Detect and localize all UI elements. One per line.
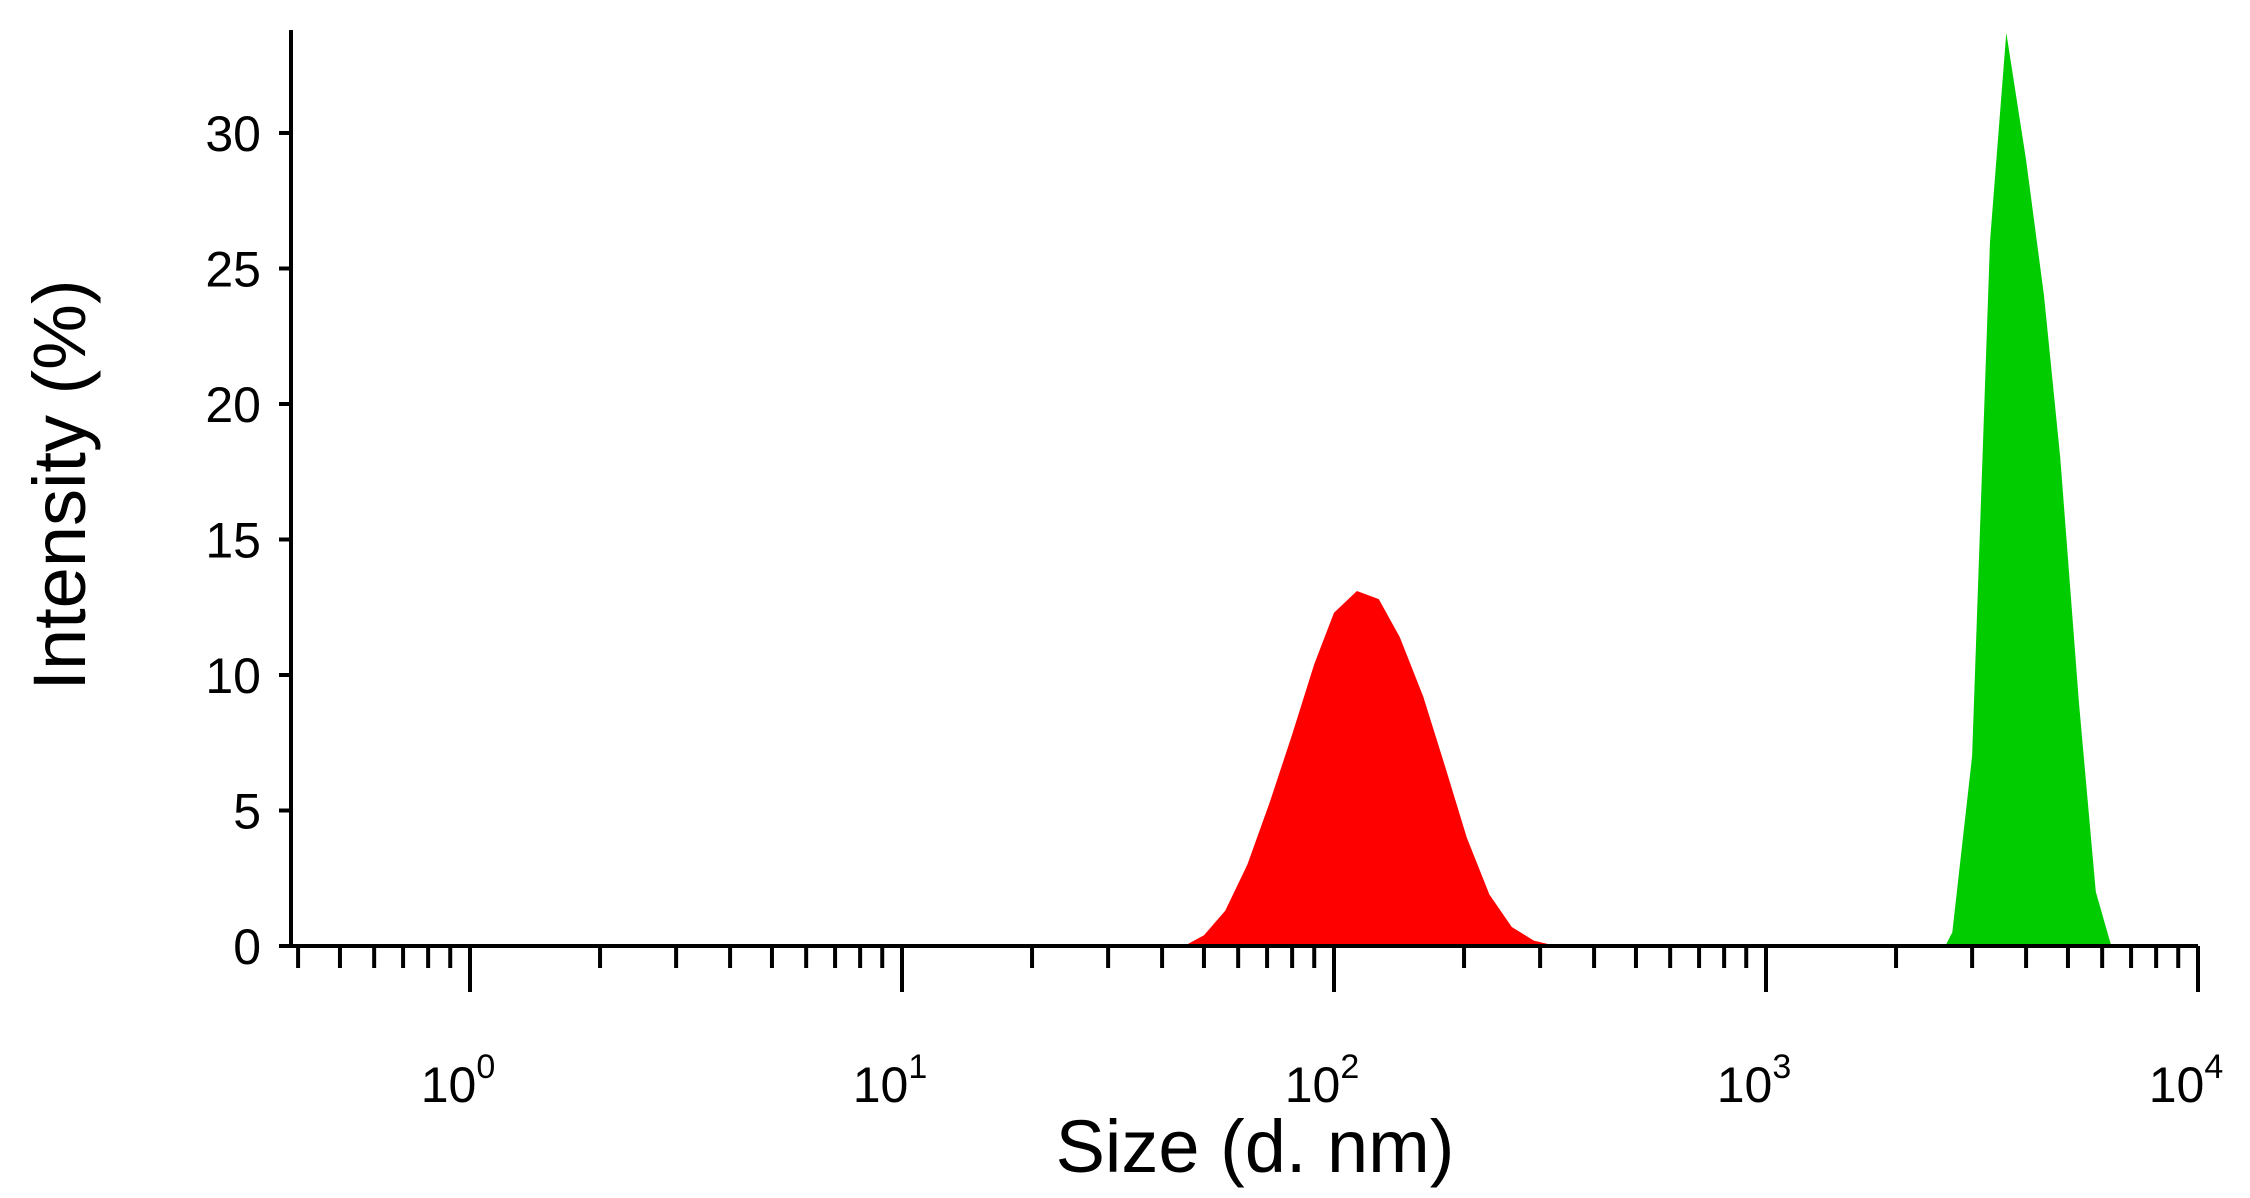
y-tick-label-20: 20 — [205, 377, 261, 433]
x-tick-label-3: 103 — [1717, 1048, 1792, 1113]
y-tick-label-10: 10 — [205, 648, 261, 704]
axes-layer — [289, 30, 2198, 948]
y-tick-label-25: 25 — [205, 241, 261, 297]
ticks-layer — [279, 130, 2200, 992]
labels-layer: 0 5 10 15 20 25 30 100 101 102 103 104 — [205, 106, 2223, 1113]
x-tick-label-0: 100 — [421, 1048, 496, 1113]
y-tick-label-15: 15 — [205, 512, 261, 568]
y-tick-label-30: 30 — [205, 106, 261, 162]
x-tick-label-2: 102 — [1285, 1048, 1360, 1113]
series-layer — [298, 32, 2199, 948]
y-tick-label-0: 0 — [233, 919, 261, 975]
series-area-2 — [298, 32, 2199, 946]
x-tick-label-4: 104 — [2149, 1048, 2224, 1113]
y-axis-title: Intensity (%) — [18, 279, 101, 690]
x-tick-label-1: 101 — [853, 1048, 928, 1113]
y-tick-label-5: 5 — [233, 783, 261, 839]
series-area-1 — [298, 591, 2199, 946]
x-axis-title: Size (d. nm) — [1056, 1105, 1455, 1188]
